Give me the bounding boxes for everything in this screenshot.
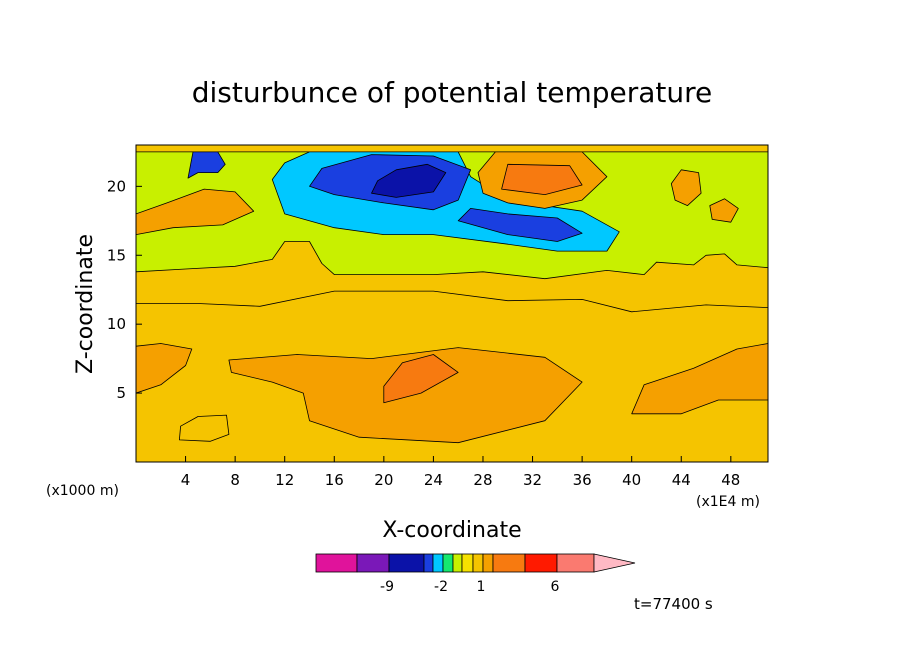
contour-region-lower-right-orange <box>631 343 768 415</box>
colorbar-extension-arrow <box>593 553 636 573</box>
y-tick-label: 15 <box>107 246 126 264</box>
contour-region-lower-left-orange <box>136 343 193 394</box>
contour-region-upper-left-blue <box>187 151 226 179</box>
contour-region-upper-dark-orange-right <box>501 163 583 196</box>
y-tick-label: 10 <box>107 315 126 333</box>
x-tick-label: 16 <box>325 471 344 489</box>
contour-region-upper-left-orange <box>136 188 255 236</box>
x-tick-label: 32 <box>523 471 542 489</box>
colorbar-box <box>432 553 444 573</box>
colorbar-box <box>423 553 434 573</box>
x-tick-label: 44 <box>672 471 691 489</box>
x-tick-label: 4 <box>181 471 191 489</box>
x-tick-label: 20 <box>374 471 393 489</box>
contour-region-right-small-orange <box>709 198 739 223</box>
time-label: t=77400 s <box>634 595 713 613</box>
y-axis-ticks: 5 10 15 20 <box>107 177 142 402</box>
contour-region-lower-dark-orange <box>383 354 459 404</box>
colorbar-tick-labels: -9 -2 1 6 <box>380 579 560 595</box>
x-axis-ticks: 4 8 12 16 20 24 28 32 36 40 44 48 <box>181 456 740 489</box>
y-tick-label: 5 <box>116 384 126 402</box>
x-tick-label: 28 <box>473 471 492 489</box>
contour-regions <box>136 151 768 444</box>
x-tick-label: 48 <box>721 471 740 489</box>
y-axis-label: Z-coordinate <box>73 234 98 374</box>
x-tick-label: 8 <box>230 471 240 489</box>
colorbar-box <box>524 553 558 573</box>
colorbar-box <box>452 553 463 573</box>
x-unit-label: (x1E4 m) <box>696 494 760 510</box>
contour-region-right-orange-blob <box>670 169 702 207</box>
y-unit-label: (x1000 m) <box>46 483 119 499</box>
colorbar-box <box>442 553 454 573</box>
colorbar-box <box>315 553 358 573</box>
chart-title: disturbunce of potential temperature <box>192 76 713 109</box>
x-tick-label: 36 <box>573 471 592 489</box>
colorbar-box <box>472 553 484 573</box>
plot-area <box>136 145 768 462</box>
colorbar-box <box>388 553 425 573</box>
colorbar <box>315 553 636 573</box>
colorbar-tick-label: 6 <box>551 579 560 595</box>
colorbar-box <box>482 553 494 573</box>
colorbar-box <box>556 553 595 573</box>
plot-frame <box>135 144 769 463</box>
x-axis-label: X-coordinate <box>382 518 521 543</box>
x-tick-label: 12 <box>275 471 294 489</box>
contour-region-bottom-left-yellow <box>178 414 230 442</box>
x-tick-label: 24 <box>424 471 443 489</box>
x-tick-label: 40 <box>622 471 641 489</box>
colorbar-tick-label: -2 <box>434 579 448 595</box>
contour-region-upper-purple <box>371 163 447 198</box>
colorbar-tick-label: -9 <box>380 579 394 595</box>
colorbar-box <box>461 553 474 573</box>
y-tick-label: 20 <box>107 177 126 195</box>
contour-region-upper-blue-low <box>457 207 583 242</box>
colorbar-box <box>492 553 526 573</box>
colorbar-box <box>356 553 390 573</box>
colorbar-tick-label: 1 <box>477 579 486 595</box>
